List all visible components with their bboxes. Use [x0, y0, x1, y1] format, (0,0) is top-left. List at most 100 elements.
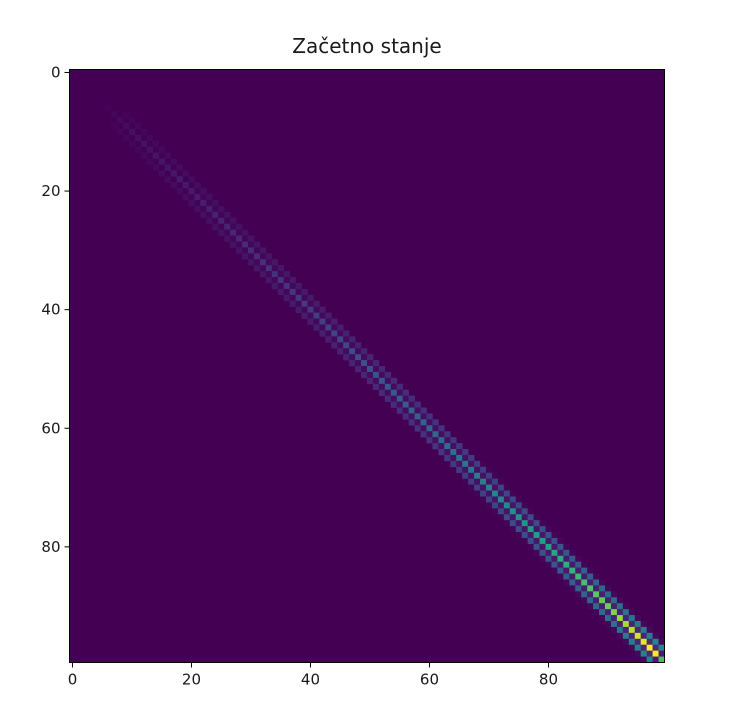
heatmap-cell	[557, 537, 564, 545]
heatmap-cell	[378, 366, 386, 373]
heatmap-cell	[283, 288, 290, 296]
heatmap-cells	[69, 69, 665, 663]
heatmap-cell	[367, 360, 374, 367]
heatmap-cell	[497, 490, 505, 497]
heatmap-cell	[259, 271, 267, 278]
heatmap-cell	[497, 508, 505, 515]
heatmap-cell	[158, 170, 165, 177]
heatmap-cell	[640, 632, 647, 640]
heatmap-cell	[581, 585, 588, 592]
heatmap-cell	[408, 413, 415, 420]
heatmap-cell	[462, 472, 469, 479]
heatmap-cell	[610, 620, 618, 628]
heatmap-cell	[248, 253, 255, 260]
heatmap-cell	[539, 537, 546, 545]
heatmap-cell	[557, 543, 564, 551]
heatmap-cell	[384, 395, 392, 402]
heatmap-cell	[527, 508, 534, 515]
heatmap-cell	[224, 217, 231, 224]
heatmap-cell	[414, 419, 421, 426]
heatmap-cell	[402, 395, 409, 402]
heatmap-cell	[414, 425, 421, 432]
heatmap-cell	[355, 360, 362, 367]
heatmap-cell	[343, 342, 350, 349]
heatmap-cell	[194, 205, 201, 213]
heatmap-cell	[605, 603, 612, 610]
heatmap-cell	[456, 443, 463, 450]
heatmap-cell	[581, 561, 588, 568]
heatmap-cell	[367, 354, 374, 361]
heatmap-cell	[634, 620, 641, 628]
heatmap-cell	[438, 425, 445, 432]
heatmap-cell	[533, 526, 540, 533]
heatmap-cell	[372, 383, 380, 391]
heatmap-cell	[569, 555, 576, 562]
heatmap-cell	[545, 561, 552, 568]
heatmap-cell	[658, 638, 665, 646]
heatmap-cell	[361, 360, 368, 367]
heatmap-cell	[349, 336, 356, 343]
heatmap-cell	[515, 496, 522, 503]
heatmap-cell	[628, 632, 636, 640]
heatmap-cell	[605, 609, 612, 616]
heatmap-cell	[456, 466, 463, 474]
heatmap-cell	[533, 543, 540, 551]
heatmap-cell	[117, 116, 124, 124]
heatmap-cell	[521, 508, 528, 515]
heatmap-cell	[468, 466, 475, 474]
heatmap-cell	[384, 377, 392, 385]
heatmap-cell	[230, 223, 237, 230]
heatmap-cell	[563, 555, 570, 562]
heatmap-cell	[420, 431, 427, 438]
heatmap-cell	[462, 449, 469, 456]
heatmap-cell	[480, 460, 487, 468]
y-tick-label: 80	[41, 538, 60, 556]
heatmap-cell	[462, 454, 469, 462]
heatmap-cell	[236, 235, 243, 242]
heatmap-cell	[402, 389, 409, 396]
heatmap-cell	[408, 407, 415, 414]
heatmap-cell	[468, 484, 475, 491]
heatmap-cell	[486, 466, 493, 474]
heatmap-cell	[622, 620, 630, 628]
heatmap-cell	[569, 585, 576, 592]
heatmap-cell	[569, 561, 576, 568]
heatmap-cell	[545, 532, 552, 539]
heatmap-cell	[390, 401, 398, 408]
heatmap-cell	[176, 164, 183, 171]
heatmap-cell	[337, 330, 344, 337]
heatmap-cell	[527, 514, 534, 521]
heatmap-cell	[248, 259, 255, 266]
heatmap-cell	[545, 537, 552, 545]
heatmap-cell	[497, 484, 505, 491]
heatmap-cell	[248, 235, 255, 242]
heatmap-cell	[551, 555, 558, 562]
heatmap-cell	[230, 229, 237, 236]
heatmap-cell	[557, 561, 564, 568]
heatmap-cell	[408, 419, 415, 426]
heatmap-cell	[218, 205, 225, 213]
heatmap-cell	[236, 229, 243, 236]
heatmap-cell	[587, 567, 594, 574]
heatmap-cell	[593, 591, 600, 598]
heatmap-cell	[319, 318, 326, 325]
heatmap-cell	[509, 526, 517, 533]
heatmap-cell	[486, 490, 493, 497]
heatmap-cell	[194, 199, 201, 207]
heatmap-cell	[164, 164, 171, 171]
heatmap-cell	[426, 437, 433, 444]
heatmap-cell	[527, 526, 534, 533]
heatmap-cell	[593, 579, 600, 586]
heatmap-cell	[491, 490, 499, 497]
heatmap-cell	[152, 164, 160, 171]
heatmap-cell	[129, 128, 136, 136]
heatmap-cell	[521, 514, 528, 521]
heatmap-cell	[313, 324, 320, 331]
heatmap-cell	[123, 111, 130, 118]
heatmap-cell	[628, 615, 636, 622]
heatmap-cell	[640, 638, 647, 646]
heatmap-cell	[587, 573, 594, 580]
heatmap-cell	[605, 591, 612, 598]
heatmap-cell	[539, 555, 546, 562]
